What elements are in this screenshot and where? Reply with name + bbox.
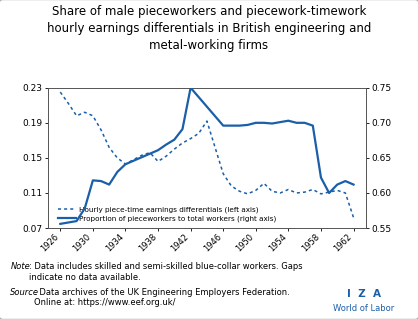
Legend: Hourly piece-time earnings differentials (left axis), Proportion of pieceworkers: Hourly piece-time earnings differentials…: [58, 207, 276, 222]
Text: World of Labor: World of Labor: [333, 304, 394, 313]
Text: I  Z  A: I Z A: [347, 289, 381, 299]
Text: Share of male pieceworkers and piecework-timework
hourly earnings differentials : Share of male pieceworkers and piecework…: [47, 5, 371, 52]
Text: Note: Note: [10, 262, 30, 271]
Text: : Data archives of the UK Engineering Employers Federation.
Online at: https://w: : Data archives of the UK Engineering Em…: [34, 288, 290, 307]
Text: Source: Source: [10, 288, 39, 297]
Text: : Data includes skilled and semi-skilled blue-collar workers. Gaps
indicate no d: : Data includes skilled and semi-skilled…: [29, 262, 303, 282]
